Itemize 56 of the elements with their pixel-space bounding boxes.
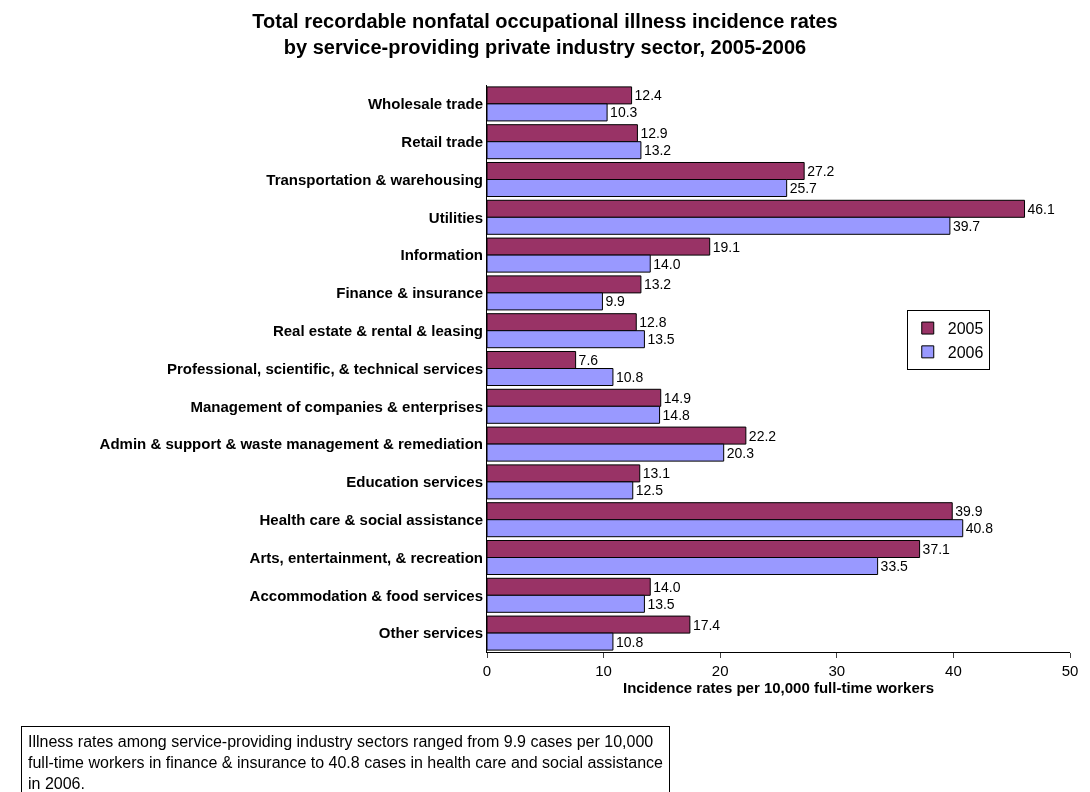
x-tick-label: 0 — [482, 662, 492, 679]
data-label: 17.4 — [692, 616, 721, 633]
x-tick-label: 10 — [595, 662, 612, 679]
data-label: 46.1 — [1027, 200, 1055, 217]
data-label: 13.1 — [642, 465, 671, 482]
x-tick-label: 40 — [945, 662, 962, 679]
data-label: 13.2 — [643, 276, 672, 293]
data-label: 10.3 — [610, 104, 638, 121]
data-label: 13.5 — [647, 331, 675, 348]
data-label: 39.9 — [955, 503, 983, 520]
data-label: 20.3 — [726, 444, 755, 461]
data-label: 12.8 — [639, 314, 667, 331]
data-label: 12.5 — [635, 482, 664, 499]
x-tick-label: 20 — [711, 662, 729, 679]
y-tick-label: Professional, scientific, & technical services — [167, 359, 483, 377]
y-tick-label: Accommodation & food services — [249, 586, 483, 604]
data-label: 14.0 — [653, 578, 681, 595]
data-label: 12.9 — [640, 125, 668, 142]
x-axis-title: Incidence rates per 10,000 full-time workers — [623, 679, 934, 696]
legend-label: 2006 — [947, 344, 984, 362]
y-tick-label: Arts, entertainment, & recreation — [249, 548, 483, 566]
text: Illness rates among service-providing industry sectors ranged from 9.9 cases per 10,000 full-time workers in finance & insurance to 40.8 cases in health care and social assistance in 2006. — [28, 733, 664, 792]
y-tick-label: Finance & insurance — [336, 284, 483, 302]
y-tick-label: Other services — [378, 624, 483, 642]
data-label: 13.2 — [643, 142, 672, 159]
y-tick-label: Retail trade — [401, 132, 483, 150]
legend-label: 2005 — [947, 320, 984, 338]
y-tick-label: Health care & social assistance — [259, 510, 483, 528]
data-label: 10.8 — [615, 369, 644, 386]
data-label: 13.5 — [647, 595, 675, 612]
data-label: 12.4 — [634, 87, 663, 104]
y-tick-label: Information — [400, 246, 483, 264]
data-label: 37.1 — [922, 540, 951, 557]
data-label: 14.8 — [662, 406, 691, 423]
y-tick-label: Education services — [346, 473, 483, 491]
data-label: 14.9 — [663, 389, 692, 406]
data-label: 33.5 — [880, 558, 909, 575]
y-tick-label: Admin & support & waste management & remediation — [99, 435, 483, 453]
data-label: 25.7 — [789, 180, 818, 197]
y-tick-label: Wholesale trade — [367, 95, 483, 113]
data-label: 40.8 — [965, 520, 994, 537]
data-label: 22.2 — [748, 427, 777, 444]
data-label: 39.7 — [952, 217, 981, 234]
y-tick-label: Utilities — [428, 208, 483, 226]
data-label: 27.2 — [807, 162, 835, 179]
data-label: 19.1 — [712, 238, 741, 255]
y-tick-label: Real estate & rental & leasing — [272, 321, 483, 339]
y-tick-label: Management of companies & enterprises — [190, 397, 483, 415]
x-tick-label: 30 — [828, 662, 846, 679]
y-tick-label: Transportation & warehousing — [266, 170, 483, 188]
data-label: 7.6 — [578, 351, 599, 368]
data-label: 10.8 — [615, 633, 644, 650]
data-label: 9.9 — [605, 293, 626, 310]
x-tick-label: 50 — [1061, 662, 1079, 679]
data-label: 14.0 — [653, 255, 681, 272]
chart-title: Total recordable nonfatal occupational illness incidence rates by service-providing private industry sector, 2005-2006 — [252, 9, 838, 58]
